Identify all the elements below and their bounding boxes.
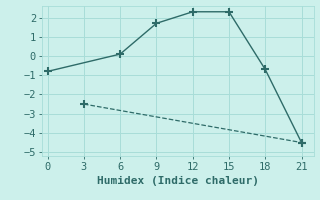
X-axis label: Humidex (Indice chaleur): Humidex (Indice chaleur) [97,176,259,186]
